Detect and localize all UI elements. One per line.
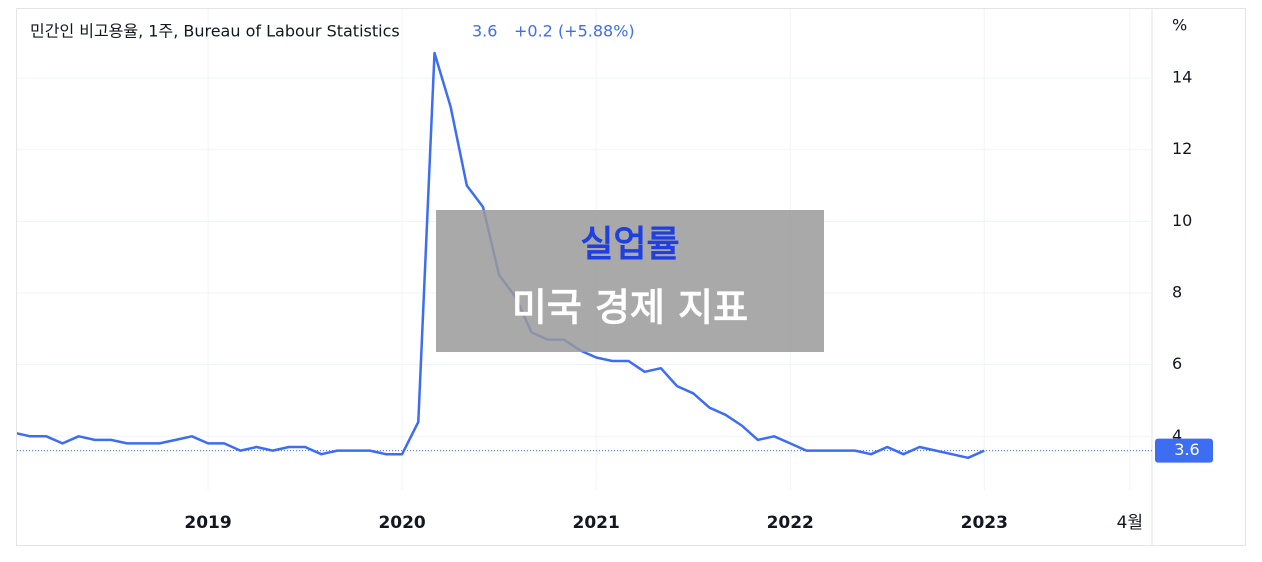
y-tick-label: 6	[1172, 354, 1182, 373]
x-tick-label: 2020	[378, 513, 425, 533]
y-tick-label: 10	[1172, 211, 1192, 230]
x-tick-label: 2022	[767, 513, 814, 533]
chart-title: 민간인 비고용율, 1주, Bureau of Labour Statistic…	[30, 22, 400, 41]
last-value-label: 3.6	[1174, 440, 1199, 459]
y-tick-label: 8	[1172, 282, 1182, 301]
overlay-title: 실업률	[580, 224, 679, 265]
header-change: +0.2 (+5.88%)	[514, 22, 635, 41]
y-tick-label: 14	[1172, 68, 1192, 87]
y-tick-label: 12	[1172, 139, 1192, 158]
x-tick-label: 2023	[961, 513, 1008, 533]
x-tick-label: 2021	[573, 513, 620, 533]
header-value: 3.6	[472, 22, 497, 41]
overlay-subtitle: 미국 경제 지표	[512, 286, 748, 330]
y-tick-label: 4	[1172, 426, 1182, 445]
y-unit: %	[1172, 16, 1187, 35]
x-tick-label: 2019	[184, 513, 231, 533]
x-tick-label: 4월	[1117, 513, 1143, 533]
overlay-box	[436, 210, 824, 352]
last-value-box	[1155, 438, 1213, 463]
axes: 4 6 8 10 12 14 2019 2020 2021 2022 2023 4월 3.6	[17, 68, 1213, 533]
